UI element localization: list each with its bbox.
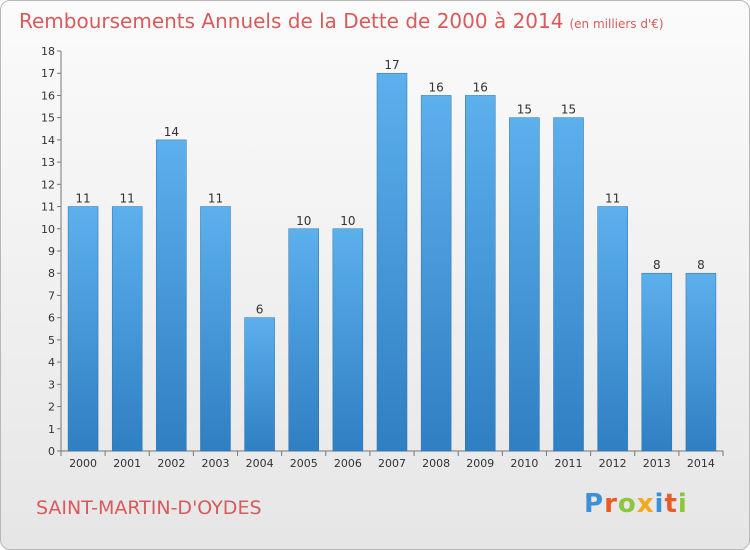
bar-value-label: 10 — [340, 214, 355, 228]
y-tick-label: 0 — [48, 445, 55, 458]
logo-letter: i — [654, 489, 665, 519]
bar-value-label: 8 — [697, 258, 705, 272]
bar-value-label: 8 — [653, 258, 661, 272]
bar — [420, 95, 452, 452]
bar-value-label: 17 — [384, 58, 399, 72]
bar — [509, 117, 540, 452]
bar — [200, 206, 231, 452]
x-tick-label: 2014 — [687, 457, 715, 470]
y-tick-label: 10 — [41, 223, 55, 236]
bar-value-label: 11 — [208, 192, 223, 206]
y-tick-label: 18 — [41, 45, 55, 58]
bar-value-label: 11 — [120, 192, 135, 206]
value-labels: 11 11 14 11 6 10 10 17 16 16 15 15 11 8 8 — [75, 58, 704, 316]
x-tick-label: 2003 — [201, 457, 229, 470]
y-tick-label: 5 — [48, 334, 55, 347]
x-tick-label: 2008 — [422, 457, 450, 470]
y-tick-label: 8 — [48, 267, 55, 280]
x-tick-label: 2000 — [69, 457, 97, 470]
bar — [288, 228, 319, 452]
logo-letter: t — [664, 489, 678, 519]
x-tick-label: 2004 — [246, 457, 274, 470]
y-tick-label: 13 — [41, 156, 55, 169]
x-tick-label: 2007 — [378, 457, 406, 470]
bar — [67, 206, 99, 452]
y-tick-label: 14 — [41, 134, 55, 147]
commune-name: SAINT-MARTIN-D'OYDES — [36, 497, 262, 519]
logo-letter: r — [604, 489, 618, 519]
y-tick-label: 2 — [48, 401, 55, 414]
logo-letter: i — [677, 489, 688, 519]
x-tick-label: 2005 — [290, 457, 318, 470]
bar — [465, 95, 496, 452]
y-tick-label: 11 — [41, 201, 55, 214]
bar — [553, 117, 584, 452]
y-tick-label: 4 — [48, 356, 55, 369]
bar-value-label: 11 — [605, 192, 620, 206]
y-tick-label: 15 — [41, 112, 55, 125]
bar-value-label: 16 — [473, 80, 488, 94]
x-tick-label: 2001 — [113, 457, 141, 470]
bar-value-label: 11 — [75, 192, 90, 206]
y-tick-label: 12 — [41, 178, 55, 191]
y-tick-label: 16 — [41, 89, 55, 102]
y-tick-label: 6 — [48, 312, 55, 325]
logo-letter: x — [636, 489, 655, 519]
bars — [67, 72, 717, 452]
bar — [244, 317, 275, 452]
chart-title-text: Remboursements Annuels de la Dette de 20… — [19, 9, 564, 33]
x-tick-label: 2013 — [643, 457, 671, 470]
y-tick-label: 3 — [48, 378, 55, 391]
bar — [332, 228, 364, 452]
bar-value-label: 14 — [164, 125, 179, 139]
proxiti-logo[interactable]: Proxiti — [584, 489, 688, 519]
y-tick-label: 17 — [41, 67, 55, 80]
x-tick-label: 2011 — [555, 457, 583, 470]
y-tick-label: 1 — [48, 423, 55, 436]
y-tick-label: 9 — [48, 245, 55, 258]
bar — [597, 206, 628, 452]
bar-value-label: 10 — [296, 214, 311, 228]
logo-letter: P — [584, 489, 605, 519]
logo-letter: o — [617, 489, 637, 519]
x-tick-label: 2002 — [157, 457, 185, 470]
x-tick-label: 2009 — [466, 457, 494, 470]
y-tick-label: 7 — [48, 289, 55, 302]
bar — [685, 272, 717, 452]
bar — [111, 206, 143, 452]
x-tick-label: 2006 — [334, 457, 362, 470]
bar-value-label: 6 — [256, 303, 264, 317]
bar-value-label: 16 — [428, 80, 443, 94]
bar-value-label: 15 — [561, 103, 576, 117]
bar — [376, 72, 408, 452]
x-tick-label: 2012 — [599, 457, 627, 470]
x-tick-label: 2010 — [510, 457, 538, 470]
bar-value-label: 15 — [517, 103, 532, 117]
chart-unit: (en milliers d'€) — [569, 17, 664, 31]
bar — [156, 139, 187, 452]
bar — [641, 272, 673, 452]
chart-title: Remboursements Annuels de la Dette de 20… — [19, 9, 664, 33]
